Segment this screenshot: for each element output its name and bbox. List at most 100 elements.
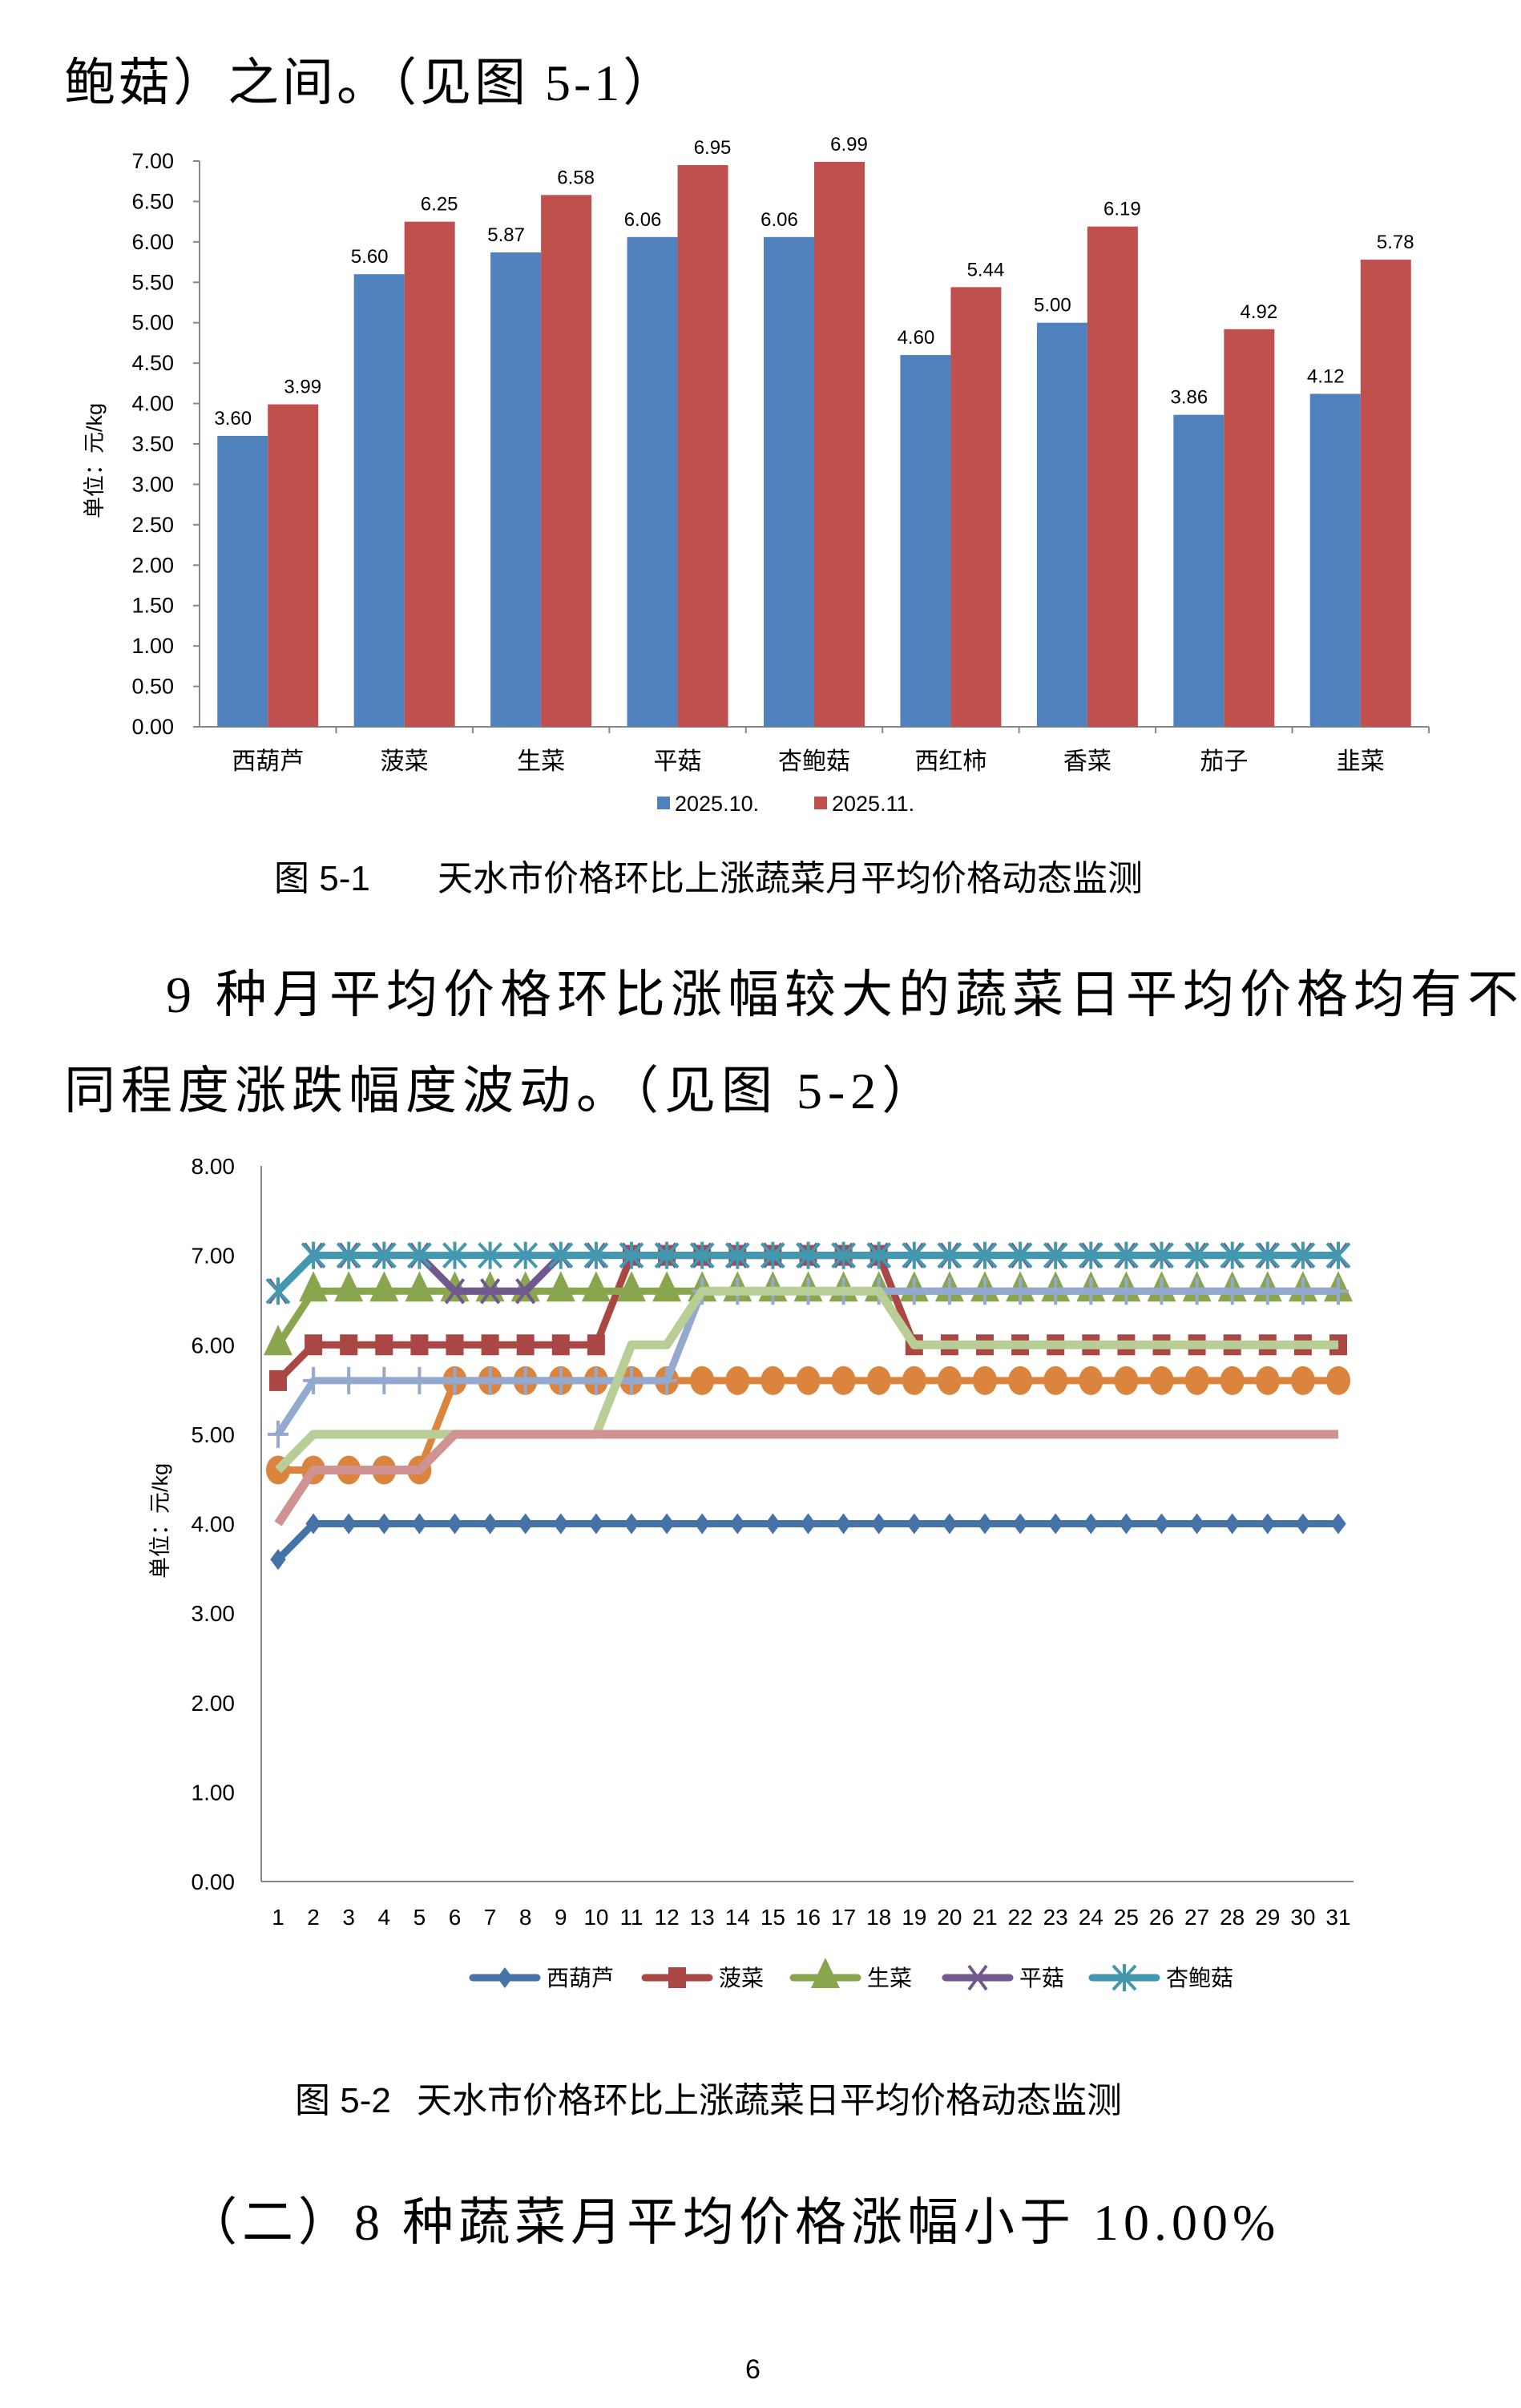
legend-label: 2025.11. [832, 792, 914, 816]
data-point-marker [866, 1241, 892, 1269]
bar-value-label: 5.00 [1034, 295, 1071, 317]
top-text-line: 鲍菇）之间。（见图 5-1） [64, 54, 678, 111]
x-tick-label: 10 [583, 1905, 608, 1930]
x-tick-label: 20 [937, 1905, 962, 1930]
data-point-marker [479, 1278, 501, 1305]
bar-oct [1309, 393, 1361, 727]
legend-marker [811, 1958, 840, 1988]
bar-oct [217, 435, 268, 727]
legend-label: 平菇 [1019, 1966, 1064, 1991]
legend-marker [497, 1967, 513, 1988]
bar-nov [268, 404, 319, 727]
y-tick-label: 6.50 [131, 189, 174, 213]
x-tick-label: 23 [1043, 1905, 1068, 1930]
paragraph-line-2: 同程度涨跌幅度波动。（见图 5-2） [64, 1063, 939, 1119]
data-point-marker [478, 1241, 503, 1269]
data-point-marker [656, 1366, 678, 1394]
category-label: 菠菜 [381, 748, 429, 775]
data-point-marker [583, 1241, 609, 1269]
bar-value-label: 6.19 [1103, 199, 1141, 220]
series-line [275, 1287, 1338, 1437]
data-point-marker [444, 1278, 466, 1305]
data-point-marker [870, 1513, 887, 1535]
x-tick-label: 13 [690, 1905, 715, 1930]
data-point-marker [765, 1513, 781, 1535]
data-point-marker [796, 1241, 821, 1269]
data-point-marker [514, 1366, 536, 1394]
data-point-marker [1043, 1365, 1068, 1395]
data-point-marker [729, 1513, 746, 1535]
data-point-marker [902, 1365, 926, 1395]
x-tick-label: 11 [619, 1905, 643, 1930]
bar-value-label: 5.87 [487, 224, 525, 246]
legend-marker [967, 1964, 988, 1991]
bar-nov [404, 221, 455, 728]
data-point-marker [1114, 1365, 1139, 1395]
bar-oct [490, 252, 542, 727]
data-point-marker [972, 1241, 998, 1269]
y-axis-title: 单位：元/kg [83, 403, 107, 518]
data-point-marker [1326, 1365, 1350, 1395]
data-point-marker [1010, 1277, 1031, 1305]
data-point-marker [1118, 1513, 1135, 1535]
data-point-marker [1153, 1513, 1170, 1535]
data-point-marker [479, 1366, 501, 1394]
data-point-marker [585, 1366, 607, 1394]
data-point-marker [513, 1241, 539, 1269]
category-label: 西红柿 [914, 748, 986, 775]
data-point-marker [1184, 1365, 1209, 1395]
category-label: 平菇 [654, 748, 702, 775]
data-point-marker [1330, 1513, 1346, 1535]
bar-value-label: 3.99 [284, 377, 321, 398]
x-tick-label: 26 [1149, 1905, 1174, 1930]
data-point-marker [446, 1334, 464, 1356]
data-point-marker [694, 1513, 710, 1535]
y-tick-label: 2.50 [131, 513, 174, 537]
y-tick-label: 5.50 [131, 270, 174, 294]
bar-oct [627, 236, 678, 727]
bar-nov [1087, 226, 1138, 727]
data-point-marker [482, 1513, 498, 1535]
data-point-marker [1078, 1241, 1103, 1269]
y-tick-label: 1.00 [192, 1780, 236, 1805]
series-6 [266, 1365, 1350, 1485]
data-point-marker [903, 1277, 925, 1305]
data-point-marker [974, 1277, 995, 1305]
data-point-marker [301, 1241, 326, 1269]
data-point-marker [1325, 1241, 1351, 1269]
y-tick-label: 6.00 [192, 1333, 236, 1357]
x-tick-label: 31 [1325, 1905, 1350, 1930]
legend-swatch [657, 797, 670, 809]
data-point-marker [977, 1513, 993, 1535]
data-point-marker [405, 1271, 434, 1302]
x-tick-label: 28 [1220, 1905, 1245, 1930]
x-tick-label: 7 [484, 1905, 497, 1930]
bar-value-label: 4.12 [1307, 365, 1345, 387]
y-tick-label: 5.00 [192, 1422, 236, 1447]
x-tick-label: 29 [1255, 1905, 1280, 1930]
data-point-marker [1290, 1241, 1316, 1269]
data-point-marker [1113, 1241, 1139, 1269]
data-point-marker [1008, 1365, 1033, 1395]
x-tick-label: 8 [519, 1905, 532, 1930]
data-point-marker [689, 1241, 715, 1269]
y-tick-label: 7.00 [131, 149, 174, 173]
x-tick-label: 19 [902, 1905, 926, 1930]
data-point-marker [553, 1513, 569, 1535]
y-tick-label: 3.00 [131, 472, 174, 496]
figure2-label: 图 5-2 [295, 2081, 391, 2120]
data-point-marker [724, 1241, 750, 1269]
bar-nov [814, 162, 865, 728]
data-point-marker [410, 1334, 429, 1356]
series-1 [270, 1513, 1346, 1571]
data-point-marker [1224, 1513, 1241, 1535]
data-point-marker [1295, 1513, 1311, 1535]
data-point-marker [659, 1513, 675, 1535]
data-point-marker [444, 1366, 466, 1394]
data-point-marker [550, 1366, 571, 1394]
data-point-marker [375, 1334, 393, 1356]
data-point-marker [265, 1277, 291, 1305]
y-tick-label: 1.00 [131, 634, 174, 658]
bar-oct [353, 274, 405, 727]
data-point-marker [341, 1513, 357, 1535]
